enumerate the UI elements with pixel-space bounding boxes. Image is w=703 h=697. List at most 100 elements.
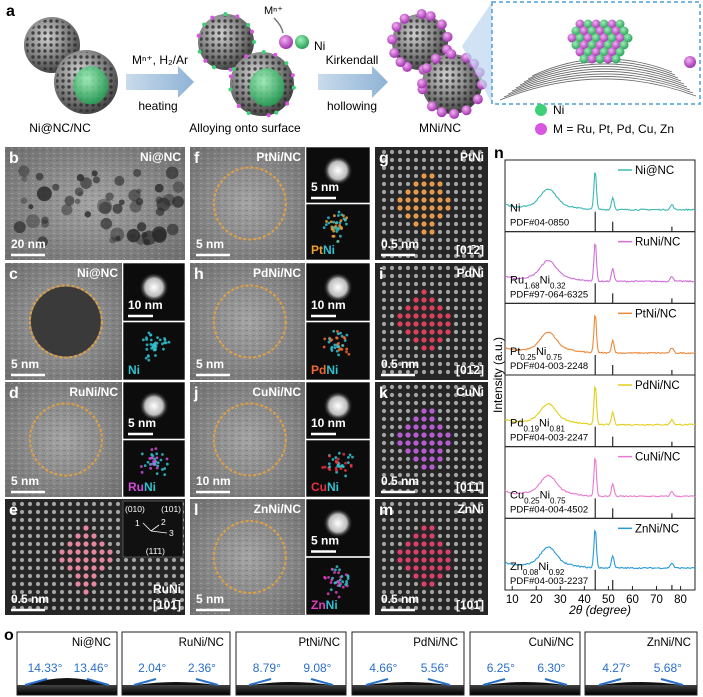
map-dot bbox=[328, 468, 332, 472]
alloy-atom bbox=[619, 26, 629, 36]
map-dot bbox=[145, 347, 149, 351]
atom-column bbox=[469, 245, 475, 251]
map-dot bbox=[155, 452, 159, 456]
atom-column bbox=[429, 265, 435, 271]
atom-column bbox=[27, 573, 33, 579]
element-label: RuNi bbox=[128, 480, 156, 494]
atom-column bbox=[381, 289, 387, 295]
element: Ni bbox=[323, 243, 335, 257]
atom-column bbox=[477, 589, 483, 595]
atom-column bbox=[429, 245, 435, 251]
map-dot bbox=[332, 229, 336, 233]
nanoparticle bbox=[52, 183, 60, 191]
nanoparticle bbox=[21, 175, 28, 182]
pdf-label: PDF#04-004-4502 bbox=[510, 504, 588, 515]
nanoparticle bbox=[74, 198, 81, 205]
atom-column bbox=[389, 541, 395, 547]
substrate bbox=[122, 685, 230, 695]
atom-column bbox=[123, 589, 129, 595]
map-dot bbox=[335, 336, 339, 340]
atom-column bbox=[83, 581, 89, 587]
atom-column bbox=[429, 157, 435, 163]
graphene-line bbox=[511, 71, 688, 92]
pdf-label: PDF#04-003-2247 bbox=[510, 433, 588, 444]
atom-column bbox=[27, 541, 33, 547]
atom-column bbox=[445, 313, 451, 319]
map-dot bbox=[143, 464, 147, 468]
atom-column bbox=[413, 557, 419, 563]
atom-column bbox=[19, 573, 25, 579]
atom-column bbox=[389, 337, 395, 343]
atom-column bbox=[429, 281, 435, 287]
atom-column bbox=[453, 273, 459, 279]
atom-column bbox=[405, 157, 411, 163]
subscript: 0.25 bbox=[520, 353, 536, 362]
map-dot bbox=[323, 337, 327, 341]
element: Ni bbox=[326, 363, 338, 377]
atom-column bbox=[381, 541, 387, 547]
atom-column bbox=[413, 181, 419, 187]
atom-column bbox=[67, 573, 73, 579]
atom-column bbox=[381, 181, 387, 187]
inset-scale: 10 nm bbox=[128, 298, 163, 312]
atom-column bbox=[405, 197, 411, 203]
atom-column bbox=[389, 448, 395, 454]
map-dot bbox=[343, 337, 347, 340]
inset-blob bbox=[323, 272, 353, 303]
atom-column bbox=[421, 205, 427, 211]
map-dot bbox=[322, 345, 326, 349]
map-dot bbox=[158, 338, 162, 342]
atom-column bbox=[437, 253, 443, 259]
atom-column bbox=[477, 517, 483, 523]
atom-column bbox=[397, 384, 403, 390]
contact-angle: 4.66° bbox=[369, 661, 397, 675]
atom-column bbox=[437, 472, 443, 478]
map-dot bbox=[332, 329, 336, 333]
atom-column bbox=[429, 361, 435, 367]
atom-column bbox=[453, 345, 459, 351]
core bbox=[30, 286, 101, 357]
nanoparticle bbox=[74, 187, 84, 197]
surface-particle bbox=[442, 31, 453, 42]
nanoparticle bbox=[20, 197, 28, 204]
atom-column bbox=[27, 509, 33, 515]
map-dot bbox=[323, 575, 327, 579]
map-dot bbox=[324, 223, 328, 227]
atom-column bbox=[27, 533, 33, 539]
map-dot bbox=[161, 342, 164, 346]
atom-column bbox=[91, 557, 97, 563]
atom-column bbox=[381, 213, 387, 219]
atom-column bbox=[437, 345, 443, 351]
alloy-atom bbox=[591, 47, 601, 57]
atom-column bbox=[405, 189, 411, 195]
atom-column bbox=[413, 265, 419, 271]
atom-column bbox=[389, 321, 395, 327]
nanoparticle bbox=[76, 173, 85, 182]
element-label: PtNi bbox=[311, 243, 335, 257]
atom-column bbox=[91, 605, 97, 611]
atom-column bbox=[477, 197, 483, 203]
atom-column bbox=[99, 589, 105, 595]
atom-column bbox=[35, 533, 41, 539]
atom-column bbox=[421, 281, 427, 287]
zone-axis: [101̄] bbox=[456, 598, 484, 612]
atom-column bbox=[405, 213, 411, 219]
atom-column bbox=[59, 605, 65, 611]
atom-column bbox=[83, 509, 89, 515]
atom-column bbox=[115, 509, 121, 515]
x-tick-label: 20 bbox=[530, 594, 543, 606]
alloy-atom bbox=[615, 19, 625, 29]
alloy-atom bbox=[623, 33, 633, 43]
legend-text: Ni bbox=[553, 103, 564, 117]
atom-column bbox=[381, 416, 387, 422]
atom-column bbox=[413, 541, 419, 547]
atom-column bbox=[163, 565, 169, 571]
atom-column bbox=[107, 573, 113, 579]
atom-column bbox=[91, 581, 97, 587]
atom-column bbox=[413, 305, 419, 311]
atom-column bbox=[397, 337, 403, 343]
atom-column bbox=[437, 440, 443, 446]
panel-label: m bbox=[379, 502, 393, 519]
atom-column bbox=[397, 265, 403, 271]
atom-column bbox=[413, 165, 419, 171]
